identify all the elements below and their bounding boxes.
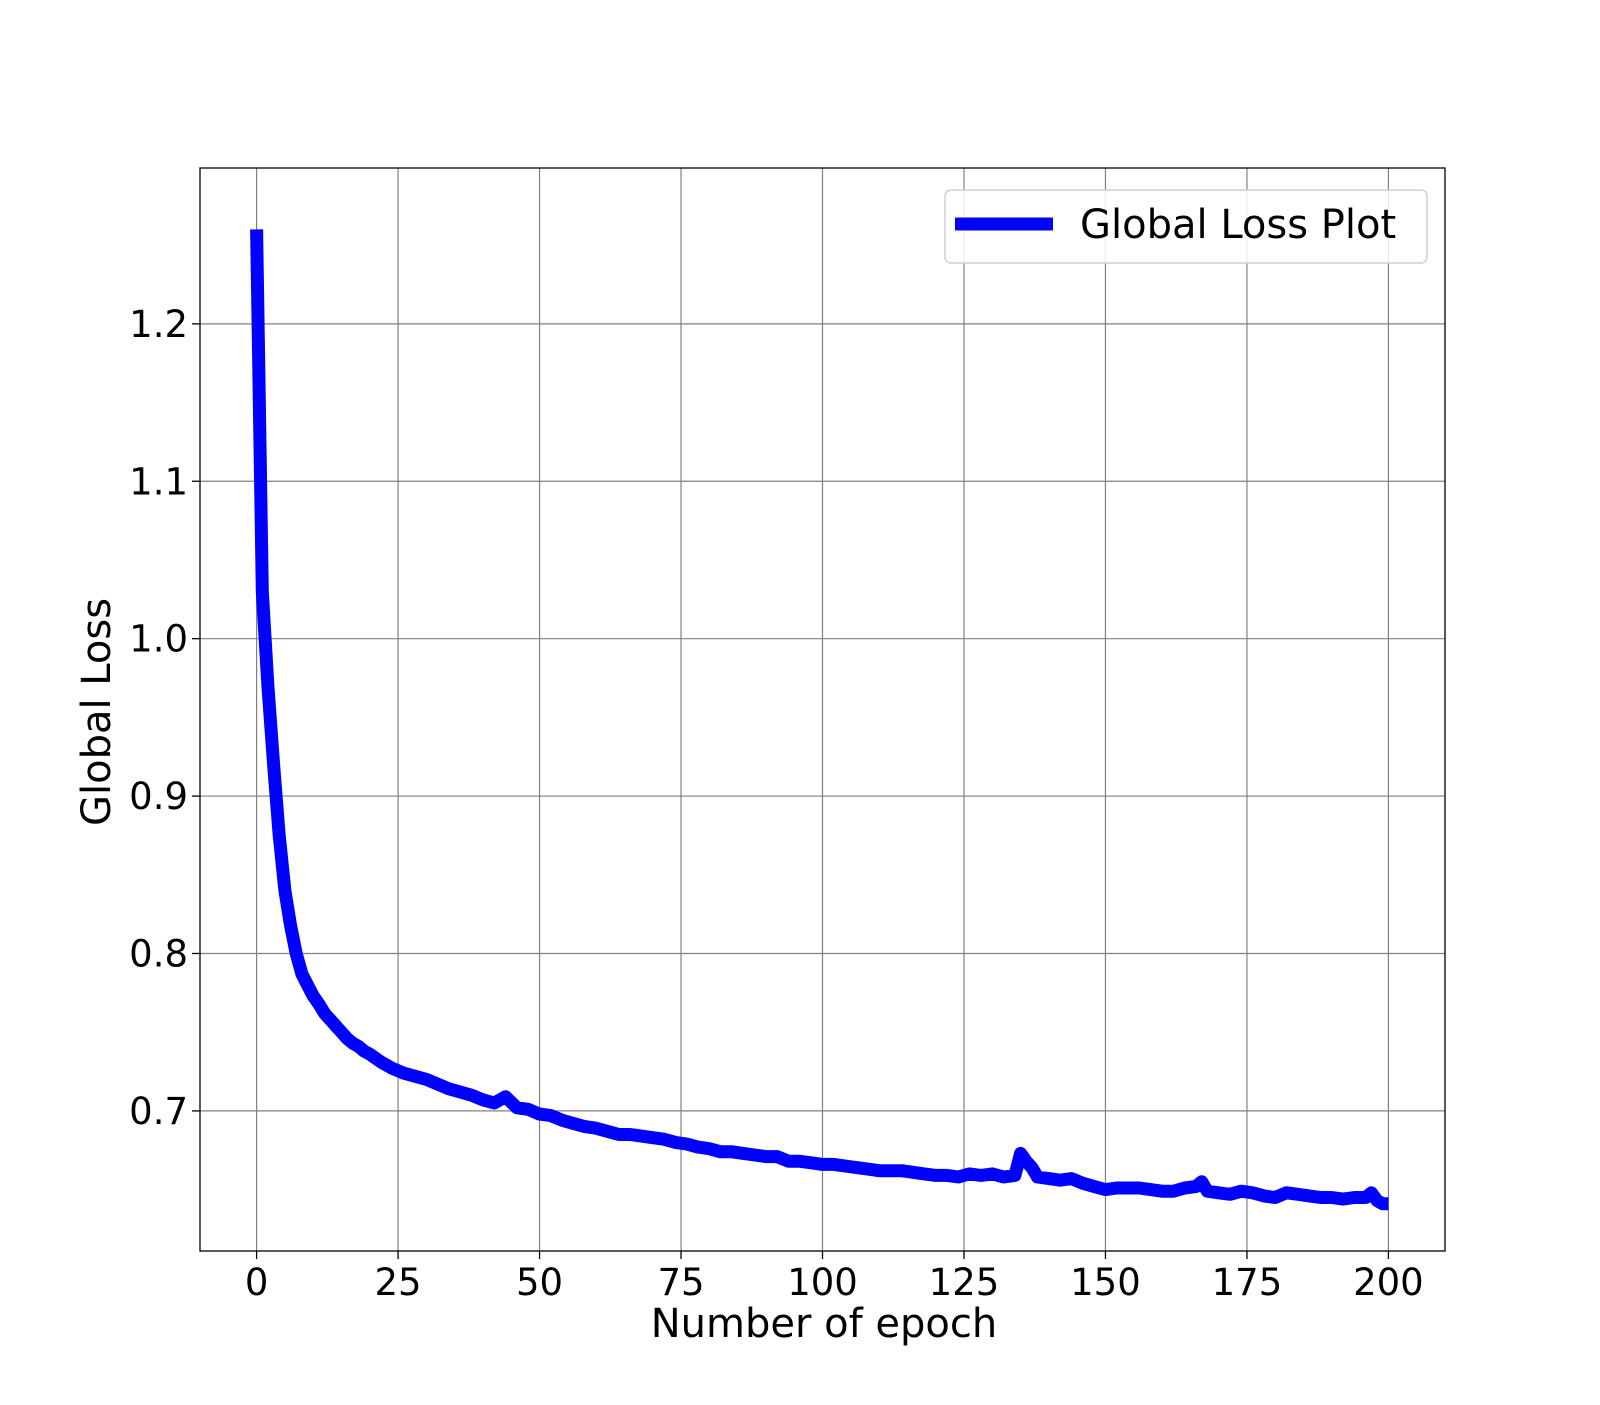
legend-box [944,189,1428,264]
x-tick-label: 0 [245,1261,269,1304]
x-tick-label: 25 [375,1261,422,1304]
x-tick-label: 100 [787,1261,858,1304]
y-tick-label: 1.1 [129,460,188,503]
legend-label-global-loss-plot: Global Loss Plot [1080,202,1396,248]
y-tick-label: 0.9 [129,775,188,818]
x-tick-label: 200 [1353,1261,1424,1304]
y-tick-label: 1.0 [129,618,188,661]
tick-layer: 0 25 50 75 100 125 150 175 200 0.7 0.8 0.9 1.0 1.1 1.2 [129,303,1424,1304]
x-tick-label: 75 [657,1261,704,1304]
x-tick-label: 150 [1070,1261,1141,1304]
x-tick-label: 175 [1212,1261,1283,1304]
series-line-global-loss-plot [250,229,1390,1211]
y-tick-label: 0.7 [129,1090,188,1133]
x-tick-label: 50 [516,1261,563,1304]
y-tick-label: 1.2 [129,303,188,346]
legend: Global Loss Plot [944,189,1428,264]
series-layer [250,229,1390,1211]
y-tick-label: 0.8 [129,932,188,975]
x-tick-label: 125 [929,1261,1000,1304]
y-axis-label: Global Loss [74,598,120,826]
grid-layer [200,168,1445,1251]
x-axis-label: Number of epoch [651,1301,997,1347]
